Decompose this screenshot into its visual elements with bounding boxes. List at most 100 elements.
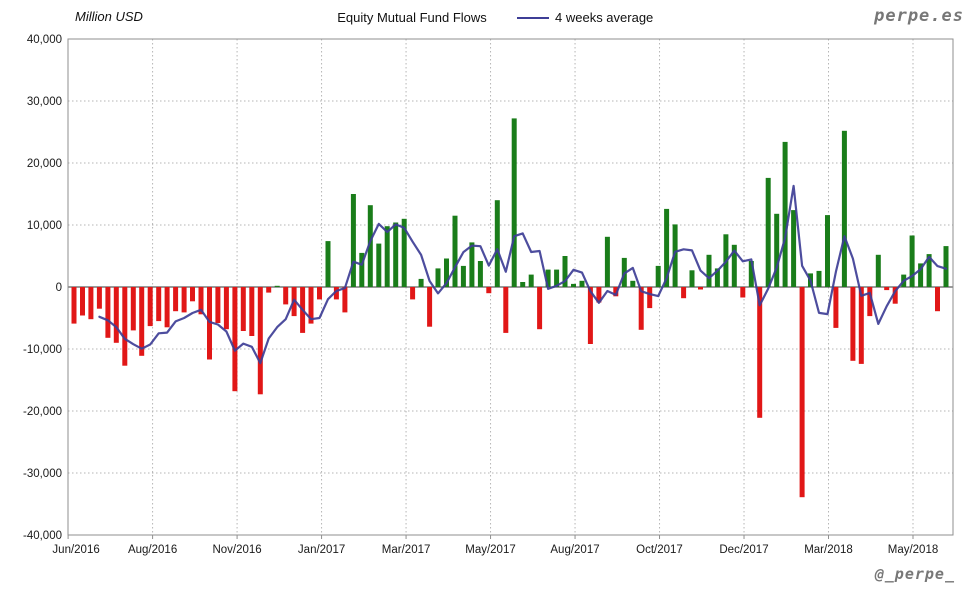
bar xyxy=(122,287,128,366)
y-tick-label: 0 xyxy=(56,282,62,294)
y-tick-label: -10,000 xyxy=(23,344,62,356)
x-tick-label: Aug/2017 xyxy=(550,544,599,556)
bar xyxy=(918,263,924,287)
y-axis-title: Million USD xyxy=(75,9,143,24)
bar xyxy=(511,118,517,288)
bar xyxy=(444,258,449,287)
x-tick-label: Jan/2017 xyxy=(298,544,345,556)
bar xyxy=(647,287,653,309)
bar xyxy=(841,130,847,287)
bar xyxy=(867,287,873,317)
bar xyxy=(410,287,416,300)
y-tick-label: 30,000 xyxy=(27,96,62,108)
bar xyxy=(520,282,526,287)
bar xyxy=(113,287,119,343)
bar xyxy=(266,287,272,293)
y-tick-label: -20,000 xyxy=(23,406,62,418)
average-line xyxy=(98,184,948,365)
legend: 4 weeks average xyxy=(517,10,653,25)
bar xyxy=(858,287,864,364)
bar xyxy=(418,278,424,287)
bar xyxy=(350,194,356,287)
bar xyxy=(587,287,593,344)
x-tick-label: Aug/2016 xyxy=(128,544,177,556)
bar xyxy=(782,141,788,287)
bar xyxy=(503,287,509,333)
bar xyxy=(748,261,754,287)
bar xyxy=(283,287,289,305)
bar xyxy=(80,287,85,316)
legend-line-icon xyxy=(517,16,549,19)
bar xyxy=(596,287,602,303)
bar xyxy=(604,236,610,287)
bar xyxy=(139,287,145,356)
bar xyxy=(884,287,890,291)
bar xyxy=(325,241,331,287)
x-tick-label: Jun/2016 xyxy=(52,544,99,556)
bar xyxy=(477,261,483,287)
x-tick-label: May/2018 xyxy=(888,544,939,556)
bar xyxy=(850,287,856,361)
weekly-flow-bars xyxy=(71,118,949,498)
bar xyxy=(308,287,314,324)
bar xyxy=(105,287,111,338)
bar xyxy=(435,268,441,287)
bar xyxy=(825,215,830,287)
bar xyxy=(317,287,322,300)
bar xyxy=(630,280,636,287)
bar xyxy=(494,200,500,287)
bar xyxy=(528,274,534,287)
x-tick-label: Mar/2018 xyxy=(804,544,853,556)
bar xyxy=(537,287,543,330)
bar xyxy=(215,287,221,323)
bar xyxy=(342,287,348,313)
bar xyxy=(816,270,822,287)
y-tick-label: -30,000 xyxy=(23,468,62,480)
bar xyxy=(393,222,399,287)
bar xyxy=(689,270,695,287)
y-tick-label: -40,000 xyxy=(23,530,62,542)
bar xyxy=(96,287,102,309)
bar xyxy=(935,287,940,312)
bar xyxy=(571,283,576,287)
x-tick-label: May/2017 xyxy=(465,544,516,556)
bar xyxy=(486,287,492,294)
bar xyxy=(664,208,670,287)
bar xyxy=(655,265,661,287)
bar xyxy=(452,215,458,287)
bar xyxy=(613,287,619,297)
bar xyxy=(249,287,255,336)
bar xyxy=(757,287,763,418)
bar xyxy=(376,243,382,287)
x-tick-label: Oct/2017 xyxy=(636,544,683,556)
bar xyxy=(223,287,229,330)
bar xyxy=(71,287,77,324)
bar xyxy=(638,287,644,330)
y-tick-label: 20,000 xyxy=(27,158,62,170)
x-axis-ticks xyxy=(67,535,914,539)
bar xyxy=(164,287,170,328)
bar xyxy=(799,287,805,498)
bar xyxy=(681,287,687,299)
legend-label: 4 weeks average xyxy=(555,10,654,25)
bar xyxy=(892,287,898,304)
bar xyxy=(240,287,246,331)
bar xyxy=(333,287,339,300)
bar xyxy=(198,287,204,315)
bar xyxy=(731,244,737,287)
x-tick-label: Nov/2016 xyxy=(212,544,261,556)
bar xyxy=(554,269,560,287)
bar xyxy=(367,205,373,287)
bar xyxy=(943,246,949,287)
bar xyxy=(706,254,712,287)
bar xyxy=(156,287,162,322)
bar xyxy=(147,287,153,327)
bar xyxy=(765,177,771,287)
watermark-handle: @_perpe_ xyxy=(874,565,955,583)
bar xyxy=(130,287,136,331)
bar xyxy=(173,287,179,312)
watermark-site: perpe.es xyxy=(874,6,964,26)
y-axis-tick-labels: 40,000 30,000 20,000 10,000 0 -10,000 -20,000 -… xyxy=(23,34,62,542)
bar xyxy=(909,235,915,287)
